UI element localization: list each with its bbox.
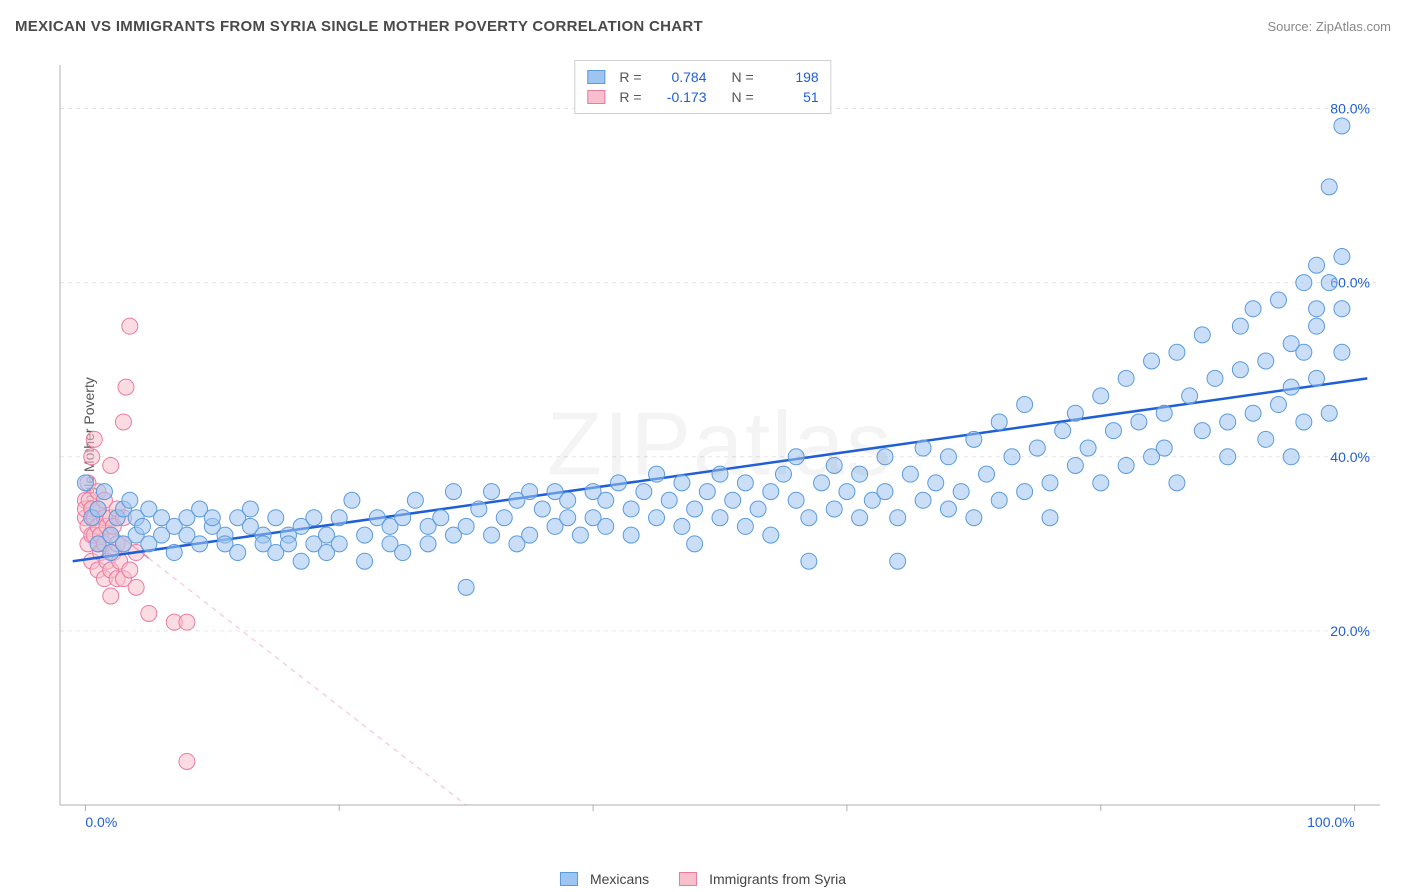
legend-swatch	[587, 70, 605, 84]
n-value: 198	[764, 69, 819, 85]
n-label: N =	[732, 69, 754, 85]
series-legend: Mexicans Immigrants from Syria	[560, 871, 846, 887]
svg-text:0.0%: 0.0%	[85, 814, 117, 830]
r-label: R =	[619, 69, 641, 85]
svg-text:100.0%: 100.0%	[1307, 814, 1354, 830]
chart-plot-area: ZIPatlas 20.0%40.0%60.0%80.0%0.0%100.0%	[50, 55, 1390, 835]
r-value: -0.173	[652, 89, 707, 105]
chart-title: MEXICAN VS IMMIGRANTS FROM SYRIA SINGLE …	[15, 18, 703, 35]
n-value: 51	[764, 89, 819, 105]
n-label: N =	[732, 89, 754, 105]
legend-series-item: Mexicans	[560, 871, 649, 887]
correlation-legend: R = 0.784 N = 198 R = -0.173 N = 51	[574, 60, 831, 114]
r-label: R =	[619, 89, 641, 105]
legend-series-label: Immigrants from Syria	[709, 871, 846, 887]
legend-stat-row: R = -0.173 N = 51	[587, 87, 818, 107]
chart-source: Source: ZipAtlas.com	[1267, 19, 1391, 34]
svg-text:40.0%: 40.0%	[1330, 449, 1370, 465]
legend-swatch	[679, 872, 697, 886]
legend-series-item: Immigrants from Syria	[679, 871, 846, 887]
svg-text:80.0%: 80.0%	[1330, 101, 1370, 117]
legend-swatch	[587, 90, 605, 104]
legend-series-label: Mexicans	[590, 871, 649, 887]
scatter-svg: 20.0%40.0%60.0%80.0%0.0%100.0%	[50, 55, 1390, 835]
legend-swatch	[560, 872, 578, 886]
svg-text:20.0%: 20.0%	[1330, 623, 1370, 639]
r-value: 0.784	[652, 69, 707, 85]
chart-header: MEXICAN VS IMMIGRANTS FROM SYRIA SINGLE …	[15, 18, 1391, 35]
legend-stat-row: R = 0.784 N = 198	[587, 67, 818, 87]
